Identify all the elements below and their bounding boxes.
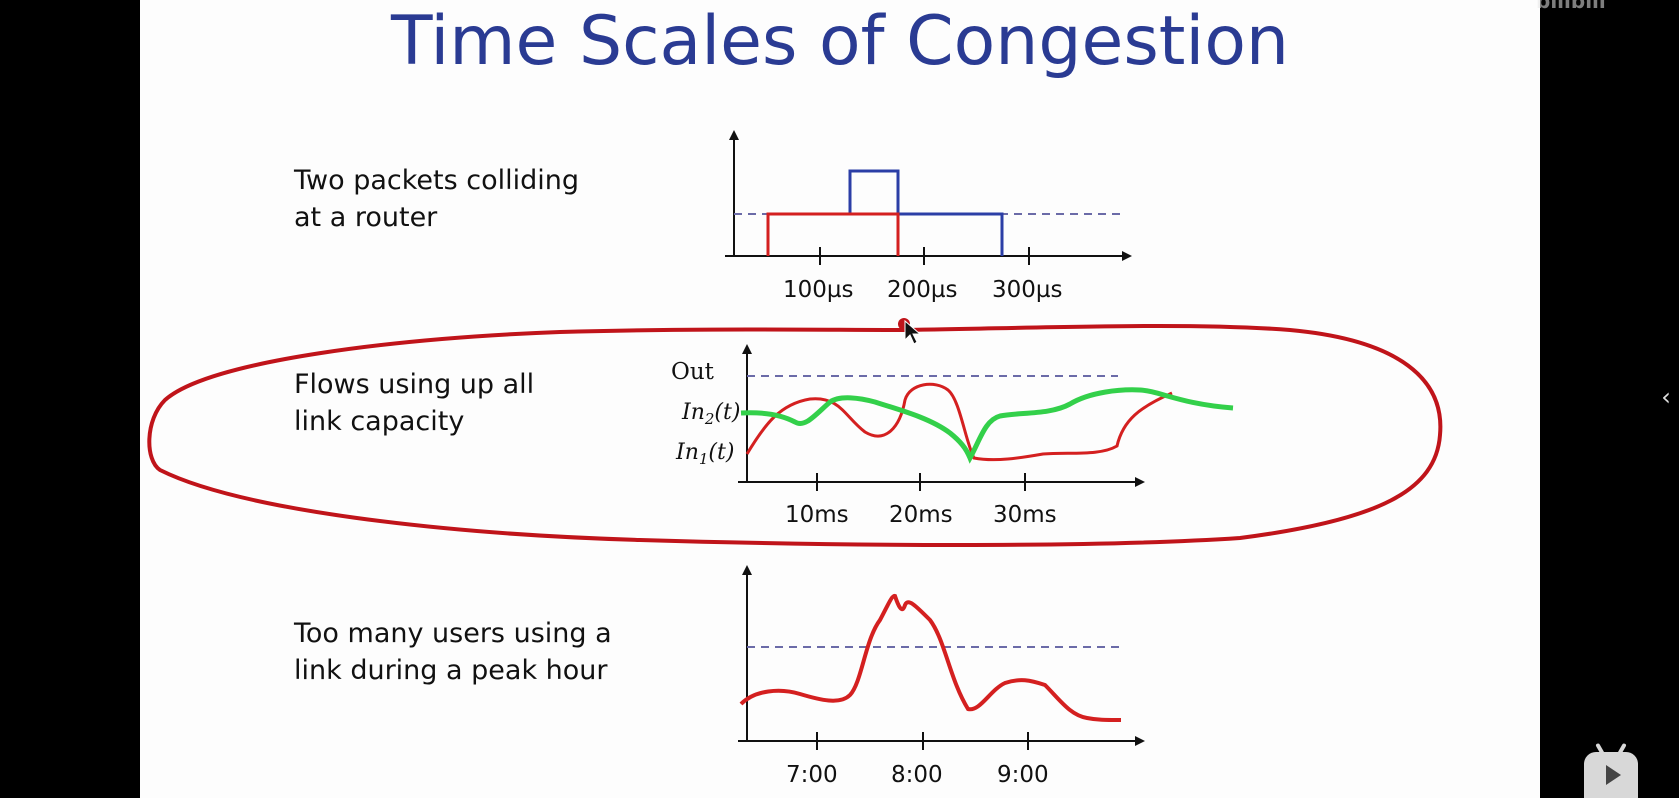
y-label-in2-sub: 2	[704, 410, 715, 428]
y-label-in1-base: In	[675, 440, 699, 465]
tick-label: 9:00	[997, 762, 1049, 788]
y-label-in2-base: In	[681, 400, 705, 425]
caption-line: at a router	[294, 202, 438, 233]
chevron-left-icon[interactable]: ‹	[1661, 383, 1671, 411]
caption-line: Too many users using a	[294, 618, 612, 649]
slide: Time Scales of Congestion Two packets co…	[140, 0, 1540, 798]
in1-flow-line	[745, 382, 1173, 462]
y-label-in1-t: (t)	[708, 440, 734, 465]
tick-label: 200µs	[887, 277, 958, 303]
tick-label: 100µs	[783, 277, 854, 303]
y-label-in1-sub: 1	[699, 450, 709, 468]
annotation-ellipse	[147, 323, 1443, 547]
watermark: bilibili	[1536, 0, 1606, 12]
caption-link-capacity: Flows using up all link capacity	[294, 366, 674, 440]
caption-line: Two packets colliding	[294, 165, 580, 196]
diagram-figures: 100µs 200µs 300µs Out In2(t) In1(t) 10ms…	[147, 130, 1443, 788]
slide-title: Time Scales of Congestion	[390, 2, 1290, 81]
y-label-in2: In2(t)	[681, 400, 740, 428]
play-triangle	[1606, 765, 1621, 785]
tick-label: 7:00	[786, 762, 838, 788]
y-label-in1: In1(t)	[675, 440, 734, 468]
caption-line: Flows using up all	[294, 369, 535, 400]
tick-label: 30ms	[993, 502, 1057, 528]
y-label-out: Out	[671, 359, 715, 385]
in2-flow-line	[740, 387, 1234, 464]
mouse-cursor-icon	[904, 319, 922, 345]
bilibili-play-icon[interactable]	[1584, 752, 1638, 798]
chart-link-capacity: Out In2(t) In1(t) 10ms 20ms 30ms	[671, 344, 1234, 528]
caption-packet-collision: Two packets colliding at a router	[294, 162, 674, 236]
tick-label: 300µs	[992, 277, 1063, 303]
traffic-load-line	[739, 594, 1122, 722]
caption-peak-hour: Too many users using a link during a pea…	[294, 615, 674, 689]
red-packet	[766, 212, 900, 256]
blue-packet	[848, 169, 1004, 256]
y-label-in2-t: (t)	[714, 400, 740, 425]
tick-label: 10ms	[785, 502, 849, 528]
chart-packet-collision: 100µs 200µs 300µs	[725, 130, 1132, 303]
tick-label: 8:00	[891, 762, 943, 788]
chart-peak-hour: 7:00 8:00 9:00	[738, 565, 1145, 788]
caption-line: link during a peak hour	[294, 655, 608, 686]
tick-label: 20ms	[889, 502, 953, 528]
caption-line: link capacity	[294, 406, 465, 437]
